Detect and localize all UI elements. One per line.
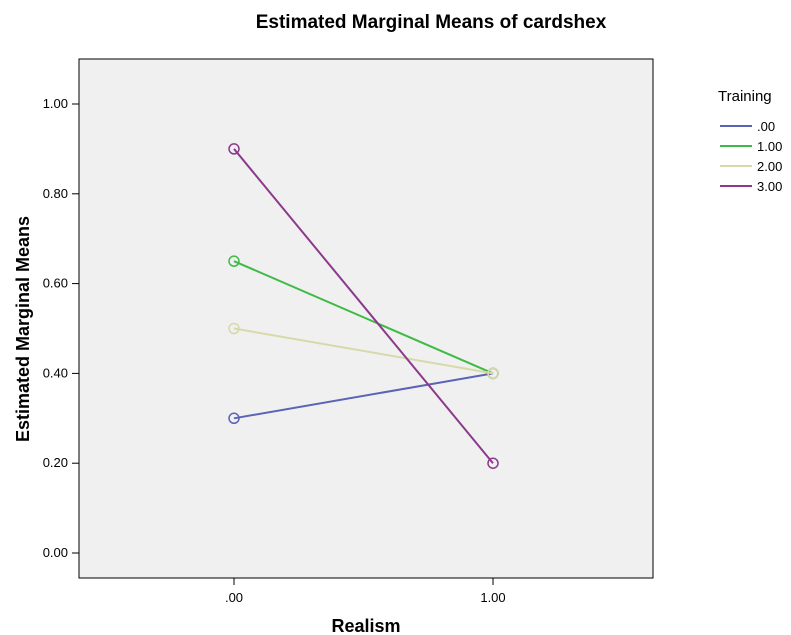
data-point: [228, 322, 240, 335]
series-layer: [228, 143, 499, 469]
series-line: [233, 327, 494, 375]
series-line: [233, 372, 494, 420]
legend-label: 1.00: [757, 139, 782, 154]
y-tick-label: 0.20: [43, 455, 68, 470]
x-axis: .00 1.00: [225, 578, 506, 605]
x-tick-label: 1.00: [480, 590, 505, 605]
data-point: [228, 255, 240, 267]
y-tick-label: 1.00: [43, 96, 68, 111]
y-axis: 0.00 0.20 0.40 0.60 0.80 1.00: [43, 96, 79, 560]
legend: Training .00 1.00 2.00 3.00: [718, 88, 782, 194]
chart-title: Estimated Marginal Means of cardshex: [256, 12, 607, 33]
series-line: [233, 260, 494, 375]
legend-label: 2.00: [757, 159, 782, 174]
y-tick-label: 0.00: [43, 545, 68, 560]
legend-label: .00: [757, 119, 775, 134]
legend-label: 3.00: [757, 179, 782, 194]
series-line: [233, 148, 494, 464]
data-point: [228, 143, 240, 155]
data-point: [487, 367, 499, 380]
y-axis-label: Estimated Marginal Means: [13, 216, 33, 442]
data-point: [487, 457, 499, 469]
y-tick-label: 0.60: [43, 276, 68, 291]
series-2: [228, 322, 499, 380]
x-axis-label: Realism: [331, 616, 400, 635]
data-point: [228, 412, 240, 425]
x-tick-label: .00: [225, 590, 243, 605]
y-tick-label: 0.40: [43, 365, 68, 380]
legend-title: Training: [718, 88, 772, 105]
y-tick-label: 0.80: [43, 186, 68, 201]
series-3: [228, 143, 499, 469]
